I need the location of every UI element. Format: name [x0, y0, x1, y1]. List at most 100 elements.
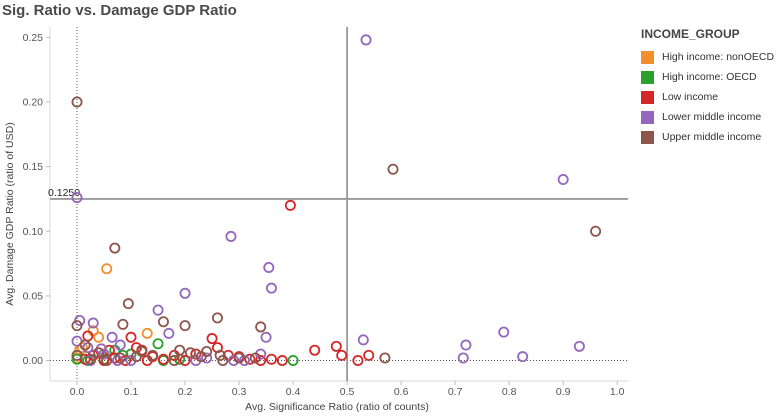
scatter-point [379, 352, 391, 364]
scatter-point [76, 342, 88, 354]
scatter-point [109, 242, 121, 254]
scatter-point [228, 355, 240, 367]
scatter-point [106, 331, 118, 343]
scatter-point [244, 353, 256, 365]
scatter-point [179, 287, 191, 299]
scatter-point [265, 282, 277, 294]
scatter-point [71, 349, 83, 361]
scatter-point [71, 96, 83, 108]
scatter-point [130, 351, 142, 363]
y-tick-label: 0.20 [23, 96, 44, 108]
x-tick-label: 0.8 [502, 386, 517, 398]
scatter-point [147, 349, 159, 361]
scatter-point [206, 333, 218, 345]
scatter-point [309, 344, 321, 356]
x-tick-label: 1.0 [610, 386, 625, 398]
x-tick-label: 0.9 [556, 386, 571, 398]
scatter-point [71, 353, 83, 365]
scatter-point [457, 352, 469, 364]
scatter-point [557, 174, 569, 186]
scatter-point [336, 349, 348, 361]
legend: INCOME_GROUP High income: nonOECD High in… [641, 27, 784, 147]
scatter-point [352, 355, 364, 367]
scatter-point [87, 317, 99, 329]
scatter-point [101, 263, 113, 275]
chart-title: Sig. Ratio vs. Damage GDP Ratio [2, 2, 237, 19]
axes-layer: 0.00 0.05 0.10 0.15 0.20 0.25 0.0 0.1 0.2 0.3 0.4 0… [23, 27, 628, 398]
x-tick-label: 0.7 [448, 386, 463, 398]
scatter-point [214, 349, 226, 361]
scatter-point [157, 353, 169, 365]
scatter-point [284, 199, 296, 211]
scatter-point [114, 339, 126, 351]
scatter-point [179, 320, 191, 332]
scatter-point [74, 314, 86, 326]
legend-swatch [641, 110, 654, 124]
scatter-point [174, 344, 186, 356]
legend-item[interactable]: Lower middle income [641, 107, 784, 127]
scatter-point [330, 340, 342, 352]
scatter-point [157, 316, 169, 328]
scatter-point [517, 351, 529, 363]
scatter-point [255, 321, 267, 333]
scatter-point [168, 355, 180, 367]
scatter-point [85, 353, 97, 365]
y-tick-label: 0.05 [23, 290, 44, 302]
legend-item[interactable]: Upper middle income [641, 127, 784, 147]
scatter-point [82, 342, 94, 354]
legend-item[interactable]: High income: OECD [641, 67, 784, 87]
legend-swatch [641, 70, 654, 84]
x-tick-label: 0.6 [394, 386, 409, 398]
legend-label: Lower middle income [662, 111, 762, 123]
scatter-point [114, 352, 126, 364]
scatter-point [112, 355, 124, 367]
scatter-point [93, 347, 105, 359]
x-tick-label: 0.5 [340, 386, 355, 398]
scatter-point [71, 192, 83, 204]
scatter-point [360, 34, 372, 46]
x-tick-label: 0.4 [286, 386, 301, 398]
scatter-point [98, 348, 110, 360]
scatter-point [363, 349, 375, 361]
scatter-point [460, 339, 472, 351]
scatter-point [141, 327, 153, 339]
legend-title: INCOME_GROUP [641, 27, 740, 41]
scatter-point [590, 225, 602, 237]
scatter-point [255, 355, 267, 367]
scatter-point [190, 348, 202, 360]
scatter-point [287, 355, 299, 367]
legend-swatch [641, 90, 654, 104]
x-axis-label: Avg. Significance Ratio (ratio of counts… [245, 401, 429, 413]
scatter-point [117, 318, 129, 330]
scatter-point [276, 355, 288, 367]
scatter-point [179, 355, 191, 367]
scatter-point [498, 326, 510, 338]
y-tick-label: 0.10 [23, 226, 44, 238]
legend-swatch [641, 50, 654, 64]
scatter-chart: 0.00 0.05 0.10 0.15 0.20 0.25 0.0 0.1 0.2 0.3 0.4 0… [4, 27, 628, 413]
scatter-point [263, 261, 275, 273]
scatter-point [238, 355, 250, 367]
scatter-point [163, 327, 175, 339]
legend-label: Upper middle income [662, 131, 762, 143]
legend-item[interactable]: Low income [641, 87, 784, 107]
x-tick-label: 0.2 [178, 386, 193, 398]
scatter-point [225, 230, 237, 242]
scatter-point [217, 355, 229, 367]
x-tick-label: 0.3 [232, 386, 247, 398]
legend-label: Low income [662, 91, 719, 103]
scatter-point [265, 353, 277, 365]
y-axis-label: Avg. Damage GDP Ratio (ratio of USD) [4, 122, 16, 305]
scatter-point [201, 352, 213, 364]
scatter-point [125, 348, 137, 360]
legend-label: High income: nonOECD [662, 51, 775, 63]
legend-item[interactable]: High income: nonOECD [641, 47, 784, 67]
scatter-point [387, 163, 399, 175]
scatter-point [93, 331, 105, 343]
scatter-point [573, 340, 585, 352]
scatter-point [233, 352, 245, 364]
scatter-point [260, 331, 272, 343]
scatter-point [79, 339, 91, 351]
marks-layer [71, 34, 602, 367]
scatter-point [120, 355, 132, 367]
